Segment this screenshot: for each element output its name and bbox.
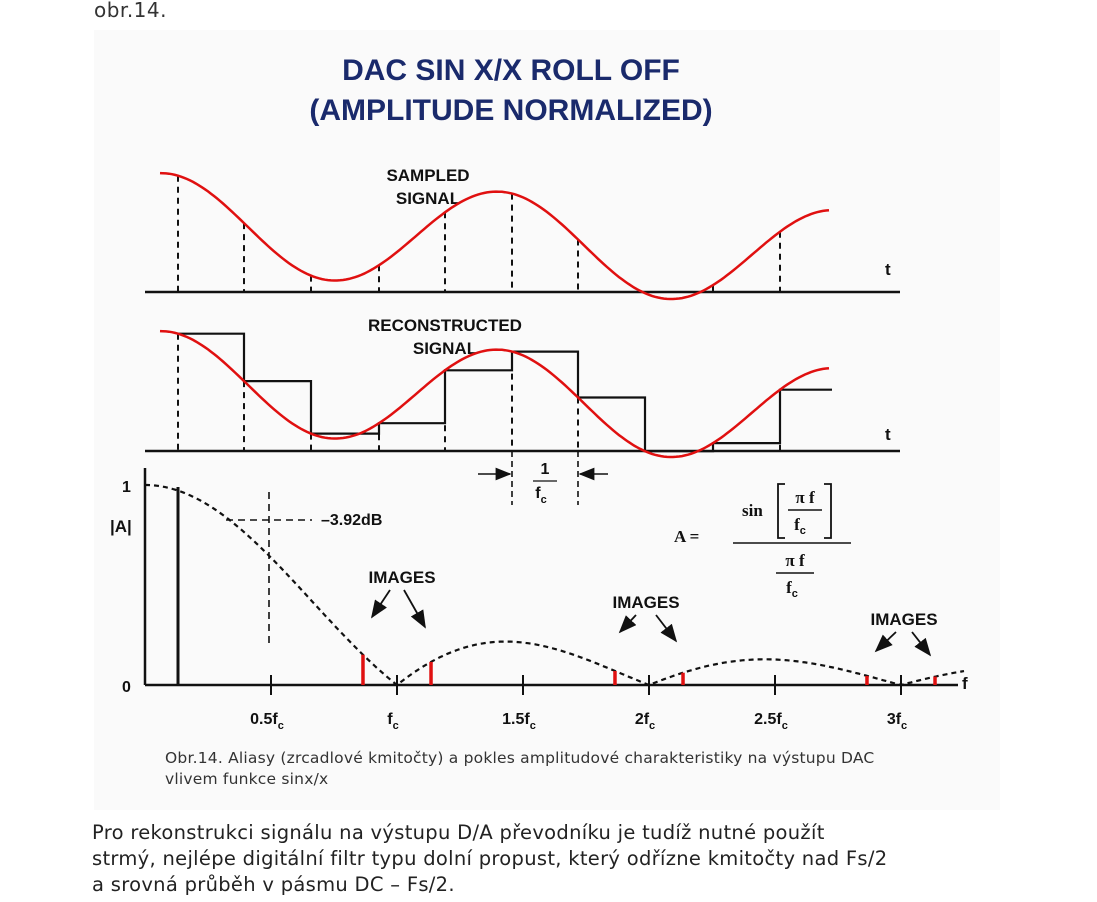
y-bottom-label: 0 [122, 679, 131, 696]
figure-reference: obr.14. [94, 0, 167, 22]
figure-caption: Obr.14. Aliasy (zrcadlové kmitočty) a po… [165, 748, 1005, 790]
x-tick-label: fc [387, 711, 398, 732]
formula-fc-bottom: fc [786, 578, 798, 600]
db-label: –3.92dB [321, 512, 382, 529]
reconstructed-label-line1: RECONSTRUCTED [368, 316, 522, 335]
reconstructed-signal-curve [159, 329, 830, 459]
sampled-label-line2: SIGNAL [396, 189, 460, 208]
figure-panel: DAC SIN X/X ROLL OFF (AMPLITUDE NORMALIZ… [94, 30, 1000, 810]
x-axis-label: f [962, 674, 968, 693]
caption-line1: Obr.14. Aliasy (zrcadlové kmitočty) a po… [165, 749, 875, 767]
formula-pi-f-top: π f [795, 488, 815, 507]
caption-line2: vlivem funkce sinx/x [165, 770, 329, 788]
sample-period-marker: 1 fc [478, 451, 608, 506]
body-line3: a srovná průběh v pásmu DC – Fs/2. [92, 873, 455, 896]
x-tick-label: 3fc [887, 711, 907, 732]
diagram-title-line2: (AMPLITUDE NORMALIZED) [309, 94, 712, 127]
sampled-label-line1: SAMPLED [386, 166, 469, 185]
dac-rolloff-diagram: DAC SIN X/X ROLL OFF (AMPLITUDE NORMALIZ… [110, 54, 968, 732]
image-lines [361, 654, 937, 685]
x-tick-label: 0.5fc [250, 711, 284, 732]
y-top-label: 1 [122, 479, 131, 496]
sampled-signal-panel: t SAMPLED SIGNAL [145, 166, 900, 301]
y-axis-label: |A| [110, 517, 132, 536]
sinc-formula: A = sin π f fc π f fc [674, 483, 851, 600]
formula-fc-top: fc [794, 515, 806, 537]
body-paragraph: Pro rekonstrukci signálu na výstupu D/A … [92, 820, 1092, 898]
period-denominator: fc [535, 485, 546, 506]
reconstructed-signal-panel: t RECONSTRUCTED SIGNAL 1 fc [145, 316, 900, 506]
sinc-envelope [145, 483, 965, 687]
body-line2: strmý, nejlépe digitální filtr typu doln… [92, 847, 888, 870]
sampled-signal-curve [159, 171, 830, 301]
formula-sin: sin [742, 501, 763, 520]
x-tick-label: 2.5fc [754, 711, 788, 732]
x-tick-label: 2fc [635, 711, 655, 732]
formula-lhs: A = [674, 527, 699, 546]
reconstructed-axis-label: t [885, 425, 891, 444]
period-numerator: 1 [541, 461, 550, 478]
reconstructed-label-line2: SIGNAL [413, 339, 477, 358]
body-line1: Pro rekonstrukci signálu na výstupu D/A … [92, 821, 825, 844]
x-axis-tick-labels: 0.5fc fc 1.5fc 2fc 2.5fc 3fc [250, 711, 907, 732]
diagram-title-line1: DAC SIN X/X ROLL OFF [342, 54, 680, 87]
x-tick-label: 1.5fc [502, 711, 536, 732]
images-label-3: IMAGES [870, 610, 937, 629]
images-label-1: IMAGES [368, 568, 435, 587]
formula-bracket-left [777, 483, 785, 539]
sampled-axis-label: t [885, 260, 891, 279]
spectrum-panel: 1 0 |A| f 0.5fc fc 1.5fc 2fc 2.5fc 3fc –3.92d… [110, 468, 968, 732]
images-label-2: IMAGES [612, 593, 679, 612]
sample-stems [177, 175, 781, 294]
formula-bracket-right [824, 483, 832, 539]
formula-pi-f-bottom: π f [785, 551, 805, 570]
